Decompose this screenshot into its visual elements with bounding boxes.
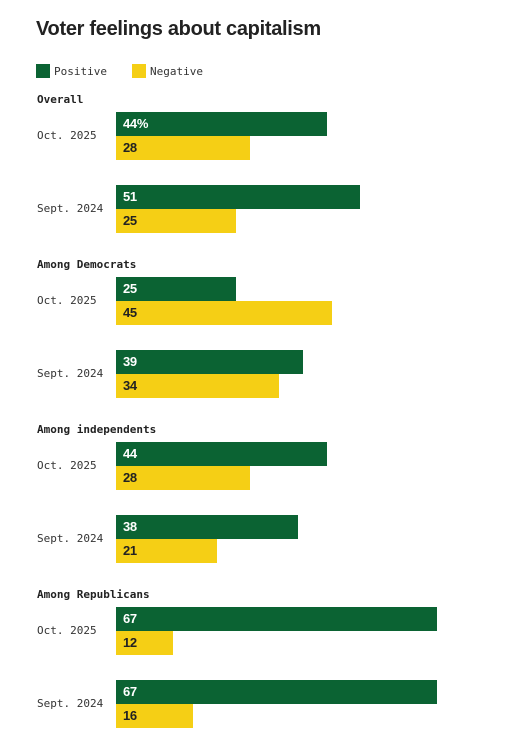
bar-value-label: 67 <box>123 684 137 699</box>
bar-value-label: 16 <box>123 708 137 723</box>
bar-negative: 34 <box>116 374 279 398</box>
group-label: Among independents <box>37 423 157 436</box>
chart-title: Voter feelings about capitalism <box>36 18 321 40</box>
period-label: Sept. 2024 <box>37 202 104 215</box>
period-label: Sept. 2024 <box>37 532 104 545</box>
bar-positive: 38 <box>116 515 298 539</box>
bar-negative: 25 <box>116 209 236 233</box>
bar-positive: 25 <box>116 277 236 301</box>
bar-value-label: 44 <box>123 446 137 461</box>
bar-value-label: 34 <box>123 378 137 393</box>
bar-value-label: 38 <box>123 519 137 534</box>
bar-value-label: 25 <box>123 281 137 296</box>
bar-value-label: 21 <box>123 543 137 558</box>
group-label: Overall <box>37 93 84 106</box>
bar-value-label: 45 <box>123 305 137 320</box>
period-label: Oct. 2025 <box>37 459 97 472</box>
period-label: Oct. 2025 <box>37 294 97 307</box>
legend-swatch-negative <box>132 64 146 78</box>
bar-negative: 16 <box>116 704 193 728</box>
bar-positive: 51 <box>116 185 360 209</box>
bar-positive: 67 <box>116 680 437 704</box>
bar-value-label: 28 <box>123 140 137 155</box>
bar-value-label: 25 <box>123 213 137 228</box>
bar-value-label: 12 <box>123 635 137 650</box>
bar-positive: 67 <box>116 607 437 631</box>
period-label: Oct. 2025 <box>37 624 97 637</box>
bar-value-label: 39 <box>123 354 137 369</box>
bar-value-label: 51 <box>123 189 137 204</box>
bar-value-label: 44% <box>123 116 149 131</box>
bar-negative: 28 <box>116 136 250 160</box>
bar-value-label: 67 <box>123 611 137 626</box>
period-label: Sept. 2024 <box>37 697 104 710</box>
legend-label-negative: Negative <box>150 65 203 78</box>
period-label: Oct. 2025 <box>37 129 97 142</box>
group-label: Among Republicans <box>37 588 150 601</box>
bar-positive: 39 <box>116 350 303 374</box>
legend-label-positive: Positive <box>54 65 107 78</box>
bar-negative: 28 <box>116 466 250 490</box>
group-label: Among Democrats <box>37 258 137 271</box>
bar-positive: 44% <box>116 112 327 136</box>
period-label: Sept. 2024 <box>37 367 104 380</box>
bar-positive: 44 <box>116 442 327 466</box>
bar-negative: 45 <box>116 301 332 325</box>
legend-swatch-positive <box>36 64 50 78</box>
bar-value-label: 28 <box>123 470 137 485</box>
bar-negative: 21 <box>116 539 217 563</box>
bar-negative: 12 <box>116 631 173 655</box>
